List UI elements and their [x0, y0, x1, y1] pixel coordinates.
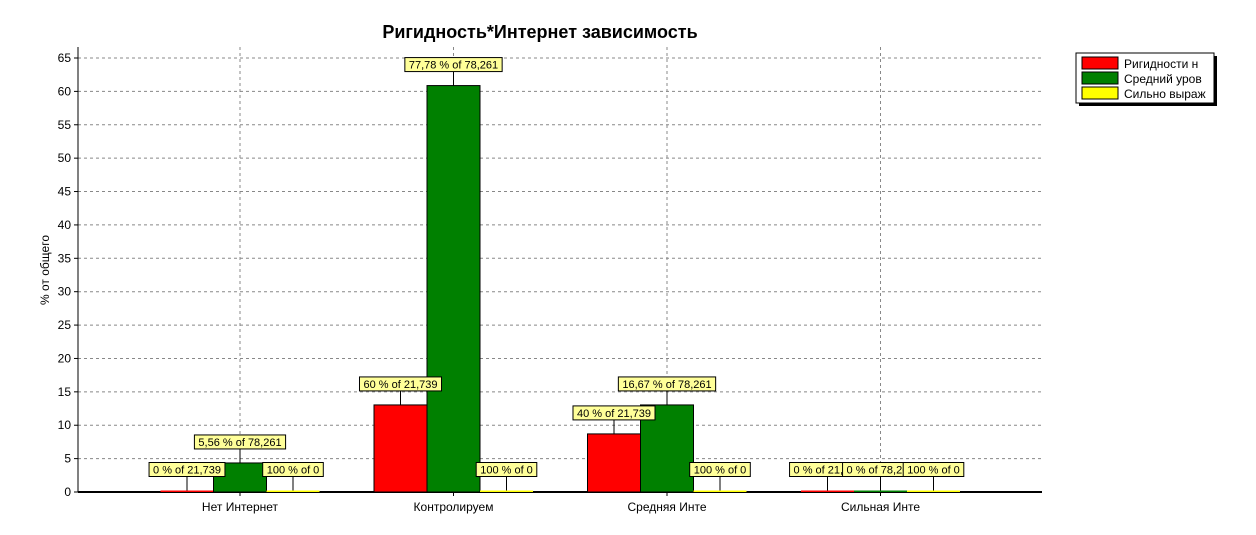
bar	[426, 85, 481, 493]
y-tick-label: 40	[58, 218, 72, 232]
y-tick-label: 65	[58, 51, 72, 65]
y-tick-label: 60	[58, 84, 72, 98]
data-label-box	[572, 405, 656, 421]
chart-title: Ригидность*Интернет зависимость	[382, 22, 697, 42]
legend-label: Сильно выраж	[1124, 87, 1206, 101]
bar	[854, 490, 907, 492]
data-label-text: 0 % of 78,261	[847, 465, 915, 477]
data-label: 40 % of 21,739	[572, 405, 656, 434]
x-tick-label: Нет Интернет	[202, 500, 279, 514]
y-tick-label: 25	[58, 318, 72, 332]
data-label: 100 % of 0	[902, 462, 965, 491]
data-label-box	[358, 376, 443, 392]
data-label: 16,67 % of 78,261	[617, 376, 717, 405]
data-label: 60 % of 21,739	[358, 376, 443, 405]
y-tick-label: 20	[58, 351, 72, 365]
y-tick-label: 15	[58, 385, 72, 399]
data-label-text: 100 % of 0	[907, 465, 960, 477]
data-label-text: 100 % of 0	[267, 465, 320, 477]
bar	[480, 490, 533, 492]
bar	[160, 490, 214, 492]
y-tick-label: 35	[58, 251, 72, 265]
legend-swatch	[1081, 71, 1119, 85]
data-label-text: 100 % of 0	[694, 465, 747, 477]
legend-label: Ригидности н	[1124, 57, 1198, 71]
bar	[801, 490, 854, 492]
data-label: 77,78 % of 78,261	[404, 57, 503, 86]
data-label-box	[475, 462, 538, 477]
data-labels: 0 % of 21,739 5,56 % of 78,261 100 % of 0 6…	[148, 57, 965, 491]
data-label-box	[148, 462, 226, 477]
data-label-text: 16,67 % of 78,261	[622, 379, 711, 391]
data-label: 100 % of 0	[262, 462, 324, 491]
data-label-text: 40 % of 21,739	[577, 408, 651, 420]
y-tick-label: 55	[58, 118, 72, 132]
bar	[693, 490, 747, 492]
legend-swatch	[1081, 86, 1119, 100]
grid	[78, 47, 1042, 492]
data-label-box	[193, 434, 287, 450]
data-label-box	[617, 376, 717, 392]
legend-label: Средний уров	[1124, 72, 1202, 86]
data-label-box	[262, 462, 324, 477]
y-tick-label: 30	[58, 285, 72, 299]
data-label-text: 5,56 % of 78,261	[198, 437, 281, 449]
data-label-text: 0 % of 21,739	[153, 465, 221, 477]
data-label-box	[689, 462, 751, 477]
data-label-text: 60 % of 21,739	[363, 379, 437, 391]
y-tick-label: 10	[58, 418, 72, 432]
bar	[266, 490, 320, 492]
y-tick-label: 45	[58, 185, 72, 199]
bar	[907, 490, 960, 492]
y-tick-label: 50	[58, 151, 72, 165]
x-tick-label: Средняя Инте	[628, 500, 707, 514]
data-label-text: 100 % of 0	[480, 465, 533, 477]
data-label: 0 % of 21,739	[148, 462, 226, 491]
data-label-box	[404, 57, 503, 73]
data-label: 100 % of 0	[475, 462, 538, 491]
data-label-box	[902, 462, 965, 477]
x-tick-label: Контролируем	[414, 500, 494, 514]
data-label: 0 % of 78,261	[842, 462, 919, 491]
data-label: 100 % of 0	[689, 462, 751, 491]
bar	[587, 433, 641, 493]
data-label: 5,56 % of 78,261	[193, 434, 287, 463]
bars	[160, 85, 960, 493]
legend-swatch	[1081, 56, 1119, 70]
y-axis-label: % от общего	[38, 235, 52, 305]
bar	[373, 404, 428, 493]
y-tick-label: 0	[64, 485, 71, 499]
data-label-text: 77,78 % of 78,261	[409, 60, 498, 72]
y-tick-label: 5	[64, 452, 71, 466]
x-tick-label: Сильная Инте	[841, 500, 920, 514]
